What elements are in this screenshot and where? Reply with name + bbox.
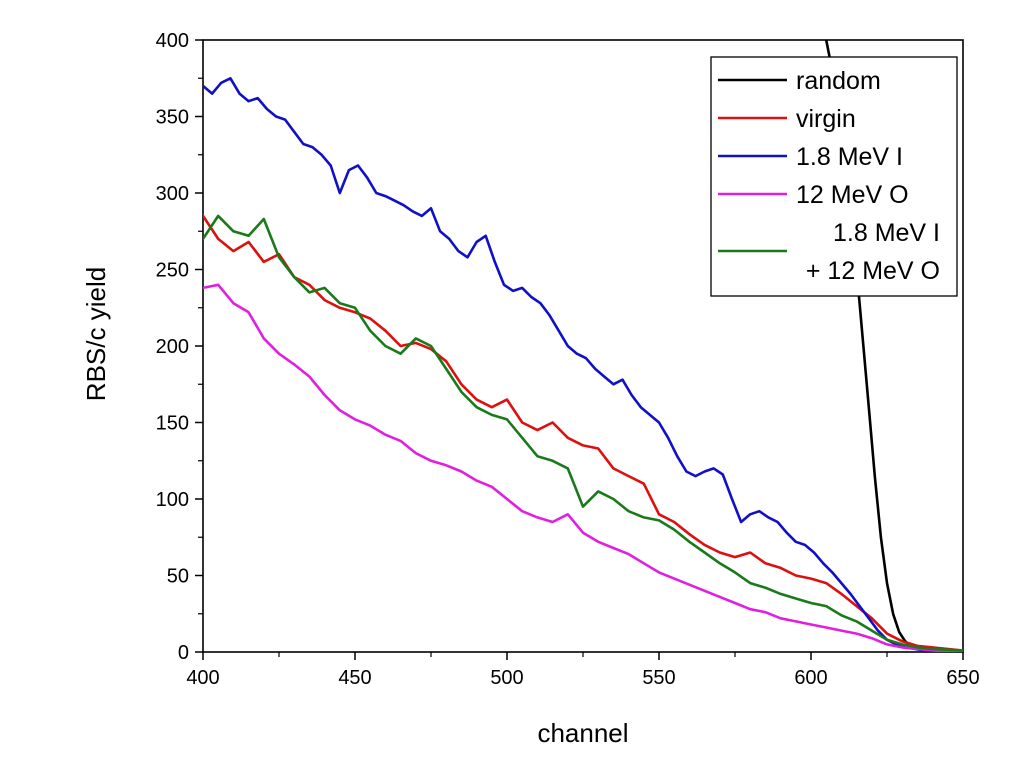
legend-box	[710, 56, 958, 297]
y-tick-label: 400	[156, 30, 189, 52]
y-axis-title: RBS/c yield	[81, 267, 111, 401]
y-tick-label: 0	[178, 642, 189, 664]
series-lines	[203, 40, 963, 652]
y-tick-label: 350	[156, 107, 189, 129]
y-tick-label: 200	[156, 336, 189, 358]
x-tick-label: 650	[946, 667, 979, 689]
x-tick-label: 400	[186, 667, 219, 689]
legend-label-4: 1.8 MeV I + 12 MeV O	[806, 219, 940, 285]
x-tick-label: 450	[338, 667, 371, 689]
y-tick-label: 150	[156, 413, 189, 435]
y-tick-label: 300	[156, 183, 189, 205]
legend-label-3: 12 MeV O	[796, 181, 909, 209]
axis-ticks: 400 450 500 550 600 650 0 50 100 150 200 250 300 350 4…	[156, 30, 980, 689]
legend-label-1: virgin	[796, 105, 856, 133]
series-line-4	[203, 214, 963, 652]
x-tick-label: 550	[642, 667, 675, 689]
y-tick-label: 50	[167, 566, 189, 588]
x-tick-label: 600	[794, 667, 827, 689]
y-tick-label: 250	[156, 260, 189, 282]
x-tick-label: 500	[490, 667, 523, 689]
legend-label-0: random	[796, 67, 881, 95]
series-line-3	[203, 283, 963, 652]
x-axis-title: channel	[537, 718, 628, 748]
series-line-2	[203, 77, 963, 652]
legend: random virgin 1.8 MeV I 12 MeV O 1.8 MeV I + …	[710, 56, 958, 297]
y-tick-label: 100	[156, 489, 189, 511]
series-line-1	[203, 214, 963, 652]
legend-label-2: 1.8 MeV I	[796, 143, 903, 171]
